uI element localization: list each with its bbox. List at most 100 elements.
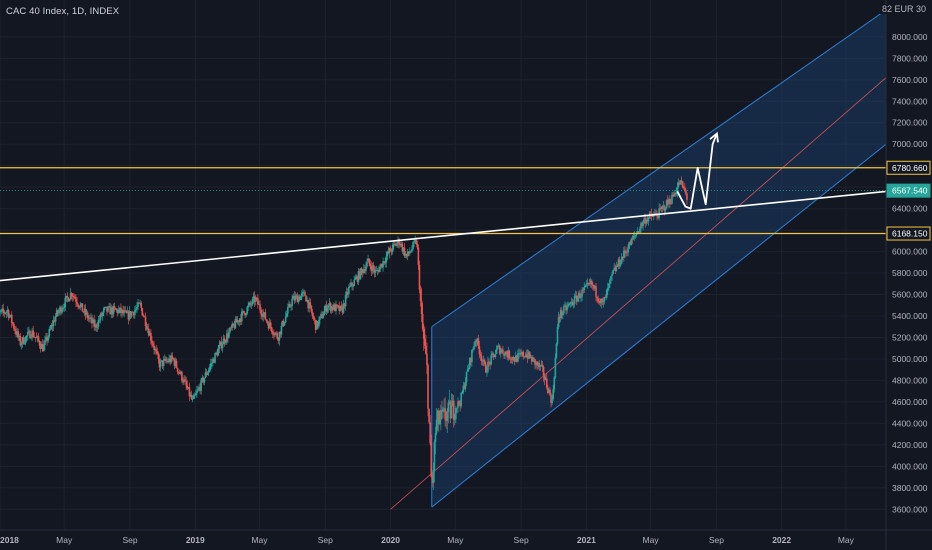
candle — [505, 350, 507, 355]
candle — [386, 250, 389, 261]
candle-body — [163, 358, 166, 360]
candle — [149, 330, 151, 336]
candle — [258, 300, 260, 305]
candle — [496, 345, 499, 350]
candle-body — [424, 338, 426, 346]
candle — [157, 351, 160, 364]
candle — [55, 307, 58, 318]
y-tick-label: 6400.000 — [892, 204, 928, 214]
candle — [510, 356, 513, 364]
candle-body — [122, 309, 124, 314]
candle — [406, 248, 409, 261]
candle — [70, 291, 73, 300]
x-tick-label: May — [838, 535, 855, 545]
candle-body — [162, 359, 165, 366]
candle — [325, 300, 328, 316]
candle — [348, 284, 350, 298]
candle-body — [345, 291, 348, 295]
candle-body — [228, 331, 230, 338]
candle-body — [489, 361, 491, 365]
candle-body — [330, 306, 333, 311]
candle — [616, 263, 619, 268]
candle — [532, 355, 534, 362]
candle — [232, 323, 235, 327]
candle — [625, 249, 627, 258]
candle-body — [89, 318, 91, 319]
candle — [383, 260, 385, 266]
candle-body — [92, 319, 94, 324]
candle — [624, 246, 626, 258]
candle — [368, 258, 370, 267]
candle — [143, 315, 146, 318]
candle-body — [94, 324, 97, 327]
currency-label[interactable]: 82 EUR 30 — [879, 4, 928, 14]
candle-body — [583, 287, 586, 290]
time-axis[interactable]: 2018 May Sep 2019 May Sep 2020 May Sep 2021 May Sep… — [0, 529, 932, 545]
candle — [14, 325, 16, 335]
candle — [275, 331, 277, 336]
y-tick-label: 7000.000 — [892, 139, 928, 149]
candle-body — [84, 308, 87, 315]
candle — [298, 294, 301, 302]
candle-body — [580, 296, 582, 299]
candle — [326, 304, 329, 314]
candle — [86, 310, 89, 322]
resistance-upper-badge-label: 6780.660 — [892, 163, 928, 173]
candle-body — [336, 304, 338, 306]
candle — [365, 261, 367, 275]
candle-body — [107, 306, 109, 312]
candle-body — [491, 353, 494, 356]
candle — [94, 319, 97, 332]
candle-body — [213, 359, 215, 363]
candle-body — [445, 419, 448, 421]
candle-body — [53, 320, 56, 322]
candle-body — [340, 305, 343, 308]
candle-body — [303, 291, 305, 293]
candle — [612, 269, 614, 275]
candle-body — [406, 251, 409, 257]
candle — [539, 365, 542, 371]
candle-body — [204, 372, 207, 378]
candle — [590, 278, 593, 289]
candle-body — [125, 310, 128, 314]
candle — [290, 303, 292, 311]
candle-body — [655, 213, 657, 214]
candle — [569, 301, 572, 308]
candle — [53, 316, 56, 323]
candle — [45, 332, 47, 343]
candle — [121, 309, 123, 318]
candle-body — [540, 364, 543, 366]
candle-body — [185, 380, 187, 386]
candle — [311, 309, 314, 319]
candle — [64, 293, 67, 312]
candle-body — [499, 351, 502, 354]
candle-body — [458, 401, 460, 404]
candle-body — [608, 283, 610, 288]
candle-body — [518, 353, 520, 355]
candle — [537, 361, 540, 370]
candle — [635, 231, 638, 238]
candle — [353, 275, 355, 287]
candle-body — [482, 360, 485, 362]
candle-body — [487, 361, 489, 372]
candle — [509, 356, 512, 364]
candle-body — [574, 295, 577, 297]
candle-body — [19, 336, 22, 346]
candle-body — [352, 285, 354, 287]
candle-body — [283, 322, 286, 326]
candle — [568, 302, 571, 307]
candle-body — [481, 360, 484, 362]
channel-mid-line — [390, 77, 887, 510]
candle — [220, 336, 223, 351]
price-axis[interactable]: 3600.000 3800.000 4000.000 4200.000 4400.000… — [885, 0, 928, 550]
candle — [312, 312, 315, 321]
candle — [404, 250, 407, 259]
candle — [375, 265, 378, 272]
candle-body — [429, 422, 431, 444]
candle-body — [670, 203, 672, 205]
candle — [672, 191, 674, 198]
candle-body — [48, 329, 51, 337]
candle — [547, 384, 549, 395]
